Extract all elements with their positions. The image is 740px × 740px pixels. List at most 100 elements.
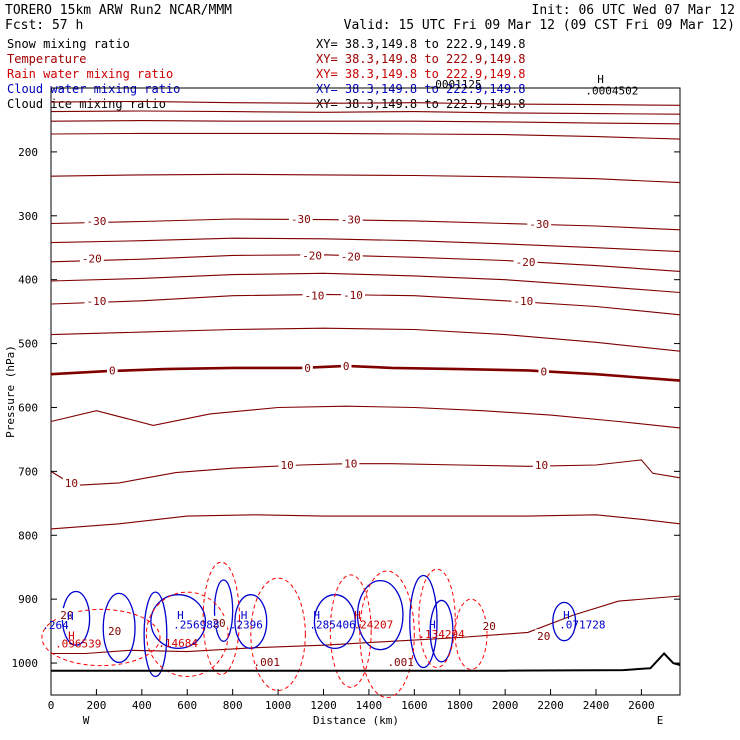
east-label: E	[657, 714, 664, 727]
x-tick-label: 1200	[310, 699, 337, 712]
x-tick-label: 1600	[401, 699, 428, 712]
contour-label-bg	[338, 212, 363, 225]
y-tick-label: 300	[18, 210, 38, 223]
temperature-label: 20	[537, 630, 550, 643]
x-tick-label: 800	[223, 699, 243, 712]
temperature-contour	[50, 514, 681, 530]
temperature-label: -30	[529, 218, 549, 231]
contour-label-bg	[84, 213, 109, 226]
rain-water-contour	[418, 568, 456, 669]
legend-label: Temperature	[7, 52, 86, 66]
temperature-label: -30	[291, 213, 311, 226]
contour-label-bg	[511, 293, 536, 306]
max-marker-label: H	[313, 609, 320, 622]
contour-label-bg	[340, 358, 352, 371]
contour-labels: -30 -30 -30 -30 -20 -20 -20 -20 -10 -10 -10 -10 0 0 0 0…	[58, 211, 553, 643]
top-annotation: .0001125	[429, 78, 482, 91]
legend-xy: XY= 38.3,149.8 to 222.9,149.8	[316, 67, 526, 81]
max-marker-label: .264	[42, 619, 69, 632]
legend-xy: XY= 38.3,149.8 to 222.9,149.8	[316, 37, 526, 51]
x-tick-label: 400	[132, 699, 152, 712]
y-tick-label: 900	[18, 593, 38, 606]
temperature-label: -10	[86, 295, 106, 308]
legend-label: Snow mixing ratio	[7, 37, 130, 51]
contour-label-bg	[480, 618, 498, 631]
max-marker-label: H	[429, 619, 436, 632]
header-init: Init: 06 UTC Wed 07 Mar 12	[532, 3, 736, 18]
contour-label-bg	[210, 615, 228, 628]
contour-label-bg	[278, 457, 296, 470]
temperature-contour	[50, 327, 681, 352]
max-markers: H.264H.096539H.256988.14684H.2396H.28540…	[42, 73, 638, 669]
contour-label-bg	[84, 293, 109, 306]
temperature-contour	[50, 364, 681, 382]
header-fcst: Fcst: 57 h	[5, 18, 83, 33]
plot-frame	[50, 87, 681, 696]
terrain-line	[51, 652, 681, 672]
contour-label-bg	[79, 251, 104, 264]
west-label: W	[83, 714, 90, 727]
contour-label-bg	[58, 608, 76, 621]
temperature-contour	[50, 459, 681, 486]
x-tick-label: 0	[48, 699, 55, 712]
temperature-label: -10	[513, 295, 533, 308]
temperature-label: -20	[82, 253, 102, 266]
contour-label-bg	[532, 457, 551, 470]
legend: Snow mixing ratio XY= 38.3,149.8 to 222.9…	[7, 37, 526, 111]
legend-label: Rain water mixing ratio	[7, 67, 173, 81]
x-tick-label: 200	[86, 699, 106, 712]
rain-contour-label: .001	[253, 656, 280, 669]
y-tick-label: 500	[18, 338, 38, 351]
x-tick-label: 1400	[356, 699, 383, 712]
temperature-label: 10	[535, 459, 548, 472]
top-annotation: .0004502	[585, 84, 638, 97]
legend-label: Cloud ice mixing ratio	[7, 97, 166, 111]
rain-water-contour	[202, 561, 240, 676]
temperature-label: -10	[343, 289, 363, 302]
y-tick-label: 800	[18, 529, 38, 542]
y-tick-label: 600	[18, 401, 38, 414]
temperature-contour	[50, 218, 681, 231]
contour-label-bg	[513, 254, 538, 267]
contour-label-bg	[288, 211, 313, 224]
temperature-label: 10	[281, 459, 294, 472]
legend-label: Cloud water mixing ratio	[7, 82, 180, 96]
contour-label-bg	[107, 363, 118, 376]
temperature-contour	[50, 120, 681, 125]
y-tick-label: 700	[18, 465, 38, 478]
temperature-label: -10	[304, 290, 324, 303]
max-marker-label: .285406	[309, 619, 355, 632]
rain-contour-label: .001	[387, 656, 414, 669]
y-tick-label: 200	[18, 146, 38, 159]
contour-label-bg	[338, 249, 363, 262]
temperature-contour	[51, 595, 681, 655]
y-tick-label: 1000	[12, 657, 39, 670]
temperature-label: 20	[212, 617, 225, 630]
cloud-water-contour	[429, 599, 454, 663]
max-marker-label: .24207	[354, 619, 394, 632]
temperature-contour	[50, 254, 681, 272]
temperature-label: 10	[344, 458, 357, 471]
rain-water-contour	[41, 608, 161, 667]
top-annotation: H	[597, 73, 604, 86]
temperature-label: 20	[483, 620, 496, 633]
max-marker-label: H	[68, 629, 75, 642]
temperature-label: 0	[304, 362, 311, 375]
max-marker-label: .134294	[418, 628, 465, 641]
temperature-label: -20	[341, 251, 361, 264]
temperature-contour	[50, 293, 681, 316]
legend-xy: XY= 38.3,149.8 to 222.9,149.8	[316, 52, 526, 66]
x-tick-label: 2200	[537, 699, 564, 712]
temperature-label: -20	[302, 249, 322, 262]
temperature-label: -30	[341, 214, 361, 227]
temperature-label: 10	[65, 477, 78, 490]
temperature-label: -20	[516, 256, 536, 269]
legend-xy: XY= 38.3,149.8 to 222.9,149.8	[316, 82, 526, 96]
max-marker-label: .256988	[173, 619, 219, 632]
max-marker-label: H	[241, 609, 248, 622]
max-marker-label: .14684	[158, 637, 198, 650]
header-model: TORERO 15km ARW Run2 NCAR/MMM	[5, 3, 232, 18]
contour-label-bg	[341, 288, 365, 301]
max-marker-label: H	[67, 610, 74, 623]
